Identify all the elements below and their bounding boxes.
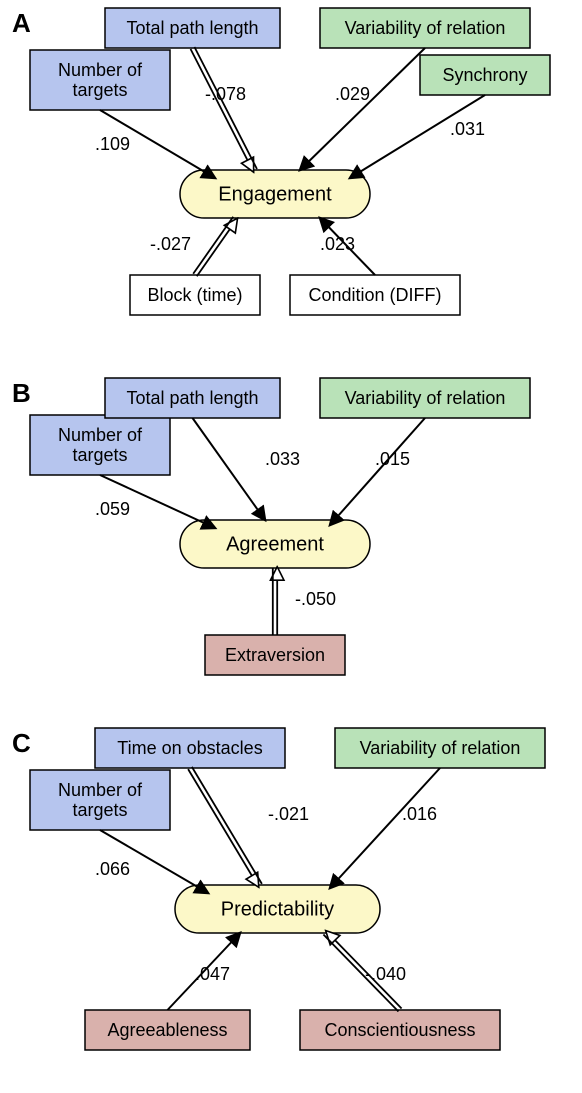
node-c1: Number oftargets: [30, 770, 170, 830]
edge-label-C-0: .066: [95, 859, 130, 879]
panel-label-A: A: [12, 8, 31, 38]
node-c4: Agreeableness: [85, 1010, 250, 1050]
panel-label-B: B: [12, 378, 31, 408]
node-a4: Synchrony: [420, 55, 550, 95]
target-label-A: Engagement: [218, 183, 332, 205]
node-label-c2: Time on obstacles: [117, 738, 262, 758]
node-a1: Number oftargets: [30, 50, 170, 110]
edge-label-A-2: .029: [335, 84, 370, 104]
edge-C-3: .047: [168, 933, 241, 1010]
node-a2: Total path length: [105, 8, 280, 48]
edge-label-C-3: .047: [195, 964, 230, 984]
edge-B-1: .033: [193, 418, 301, 520]
node-label-a3: Variability of relation: [345, 18, 506, 38]
edge-A-1: -.078: [191, 47, 257, 171]
node-label-a2: Total path length: [126, 18, 258, 38]
target-B: Agreement: [180, 520, 370, 568]
node-a5: Block (time): [130, 275, 260, 315]
panel-A: A Number oftargets Total path length Variab…: [12, 8, 550, 315]
node-a3: Variability of relation: [320, 8, 530, 48]
edge-A-5: .023: [320, 218, 375, 275]
edge-label-C-1: -.021: [268, 804, 309, 824]
edge-C-1: -.021: [188, 767, 309, 886]
edge-label-B-0: .059: [95, 499, 130, 519]
panel-C: C Number oftargets Time on obstacles Variab…: [12, 728, 545, 1050]
node-label-a5: Block (time): [147, 285, 242, 305]
edge-label-A-4: -.027: [150, 234, 191, 254]
node-label-b4: Extraversion: [225, 645, 325, 665]
node-b4: Extraversion: [205, 635, 345, 675]
edge-A-0: .109: [95, 110, 215, 178]
node-label-c4: Agreeableness: [107, 1020, 227, 1040]
node-b1: Number oftargets: [30, 415, 170, 475]
node-label-a4: Synchrony: [442, 65, 527, 85]
edge-label-C-4: -.040: [365, 964, 406, 984]
edge-label-B-1: .033: [265, 449, 300, 469]
node-b3: Variability of relation: [320, 378, 530, 418]
panel-label-C: C: [12, 728, 31, 758]
edge-A-4: -.027: [150, 217, 237, 277]
node-label-c3: Variability of relation: [360, 738, 521, 758]
edge-A-2: .029: [300, 48, 425, 170]
edge-B-0: .059: [95, 475, 215, 528]
node-c2: Time on obstacles: [95, 728, 285, 768]
node-a6: Condition (DIFF): [290, 275, 460, 315]
edge-label-A-0: .109: [95, 134, 130, 154]
node-label-c5: Conscientiousness: [324, 1020, 475, 1040]
edge-label-B-3: -.050: [295, 589, 336, 609]
edge-C-0: .066: [95, 830, 208, 893]
edge-label-A-5: .023: [320, 234, 355, 254]
node-b2: Total path length: [105, 378, 280, 418]
edge-label-A-1: -.078: [205, 84, 246, 104]
node-c3: Variability of relation: [335, 728, 545, 768]
target-label-C: Predictability: [221, 898, 334, 920]
node-c5: Conscientiousness: [300, 1010, 500, 1050]
panel-B: B Number oftargets Total path length Variab…: [12, 378, 530, 675]
edge-B-3: -.050: [273, 568, 336, 635]
edge-label-A-3: .031: [450, 119, 485, 139]
edge-C-4: -.040: [323, 931, 406, 1011]
target-A: Engagement: [180, 170, 370, 218]
target-label-B: Agreement: [226, 533, 324, 555]
edge-label-B-2: .015: [375, 449, 410, 469]
node-label-a6: Condition (DIFF): [308, 285, 441, 305]
edge-B-2: .015: [330, 418, 425, 525]
edge-A-3: .031: [350, 95, 485, 178]
node-label-b2: Total path length: [126, 388, 258, 408]
node-label-b3: Variability of relation: [345, 388, 506, 408]
edge-label-C-2: .016: [402, 804, 437, 824]
edge-C-2: .016: [330, 768, 440, 888]
diagram-svg: A Number oftargets Total path length Variab…: [0, 0, 582, 1093]
